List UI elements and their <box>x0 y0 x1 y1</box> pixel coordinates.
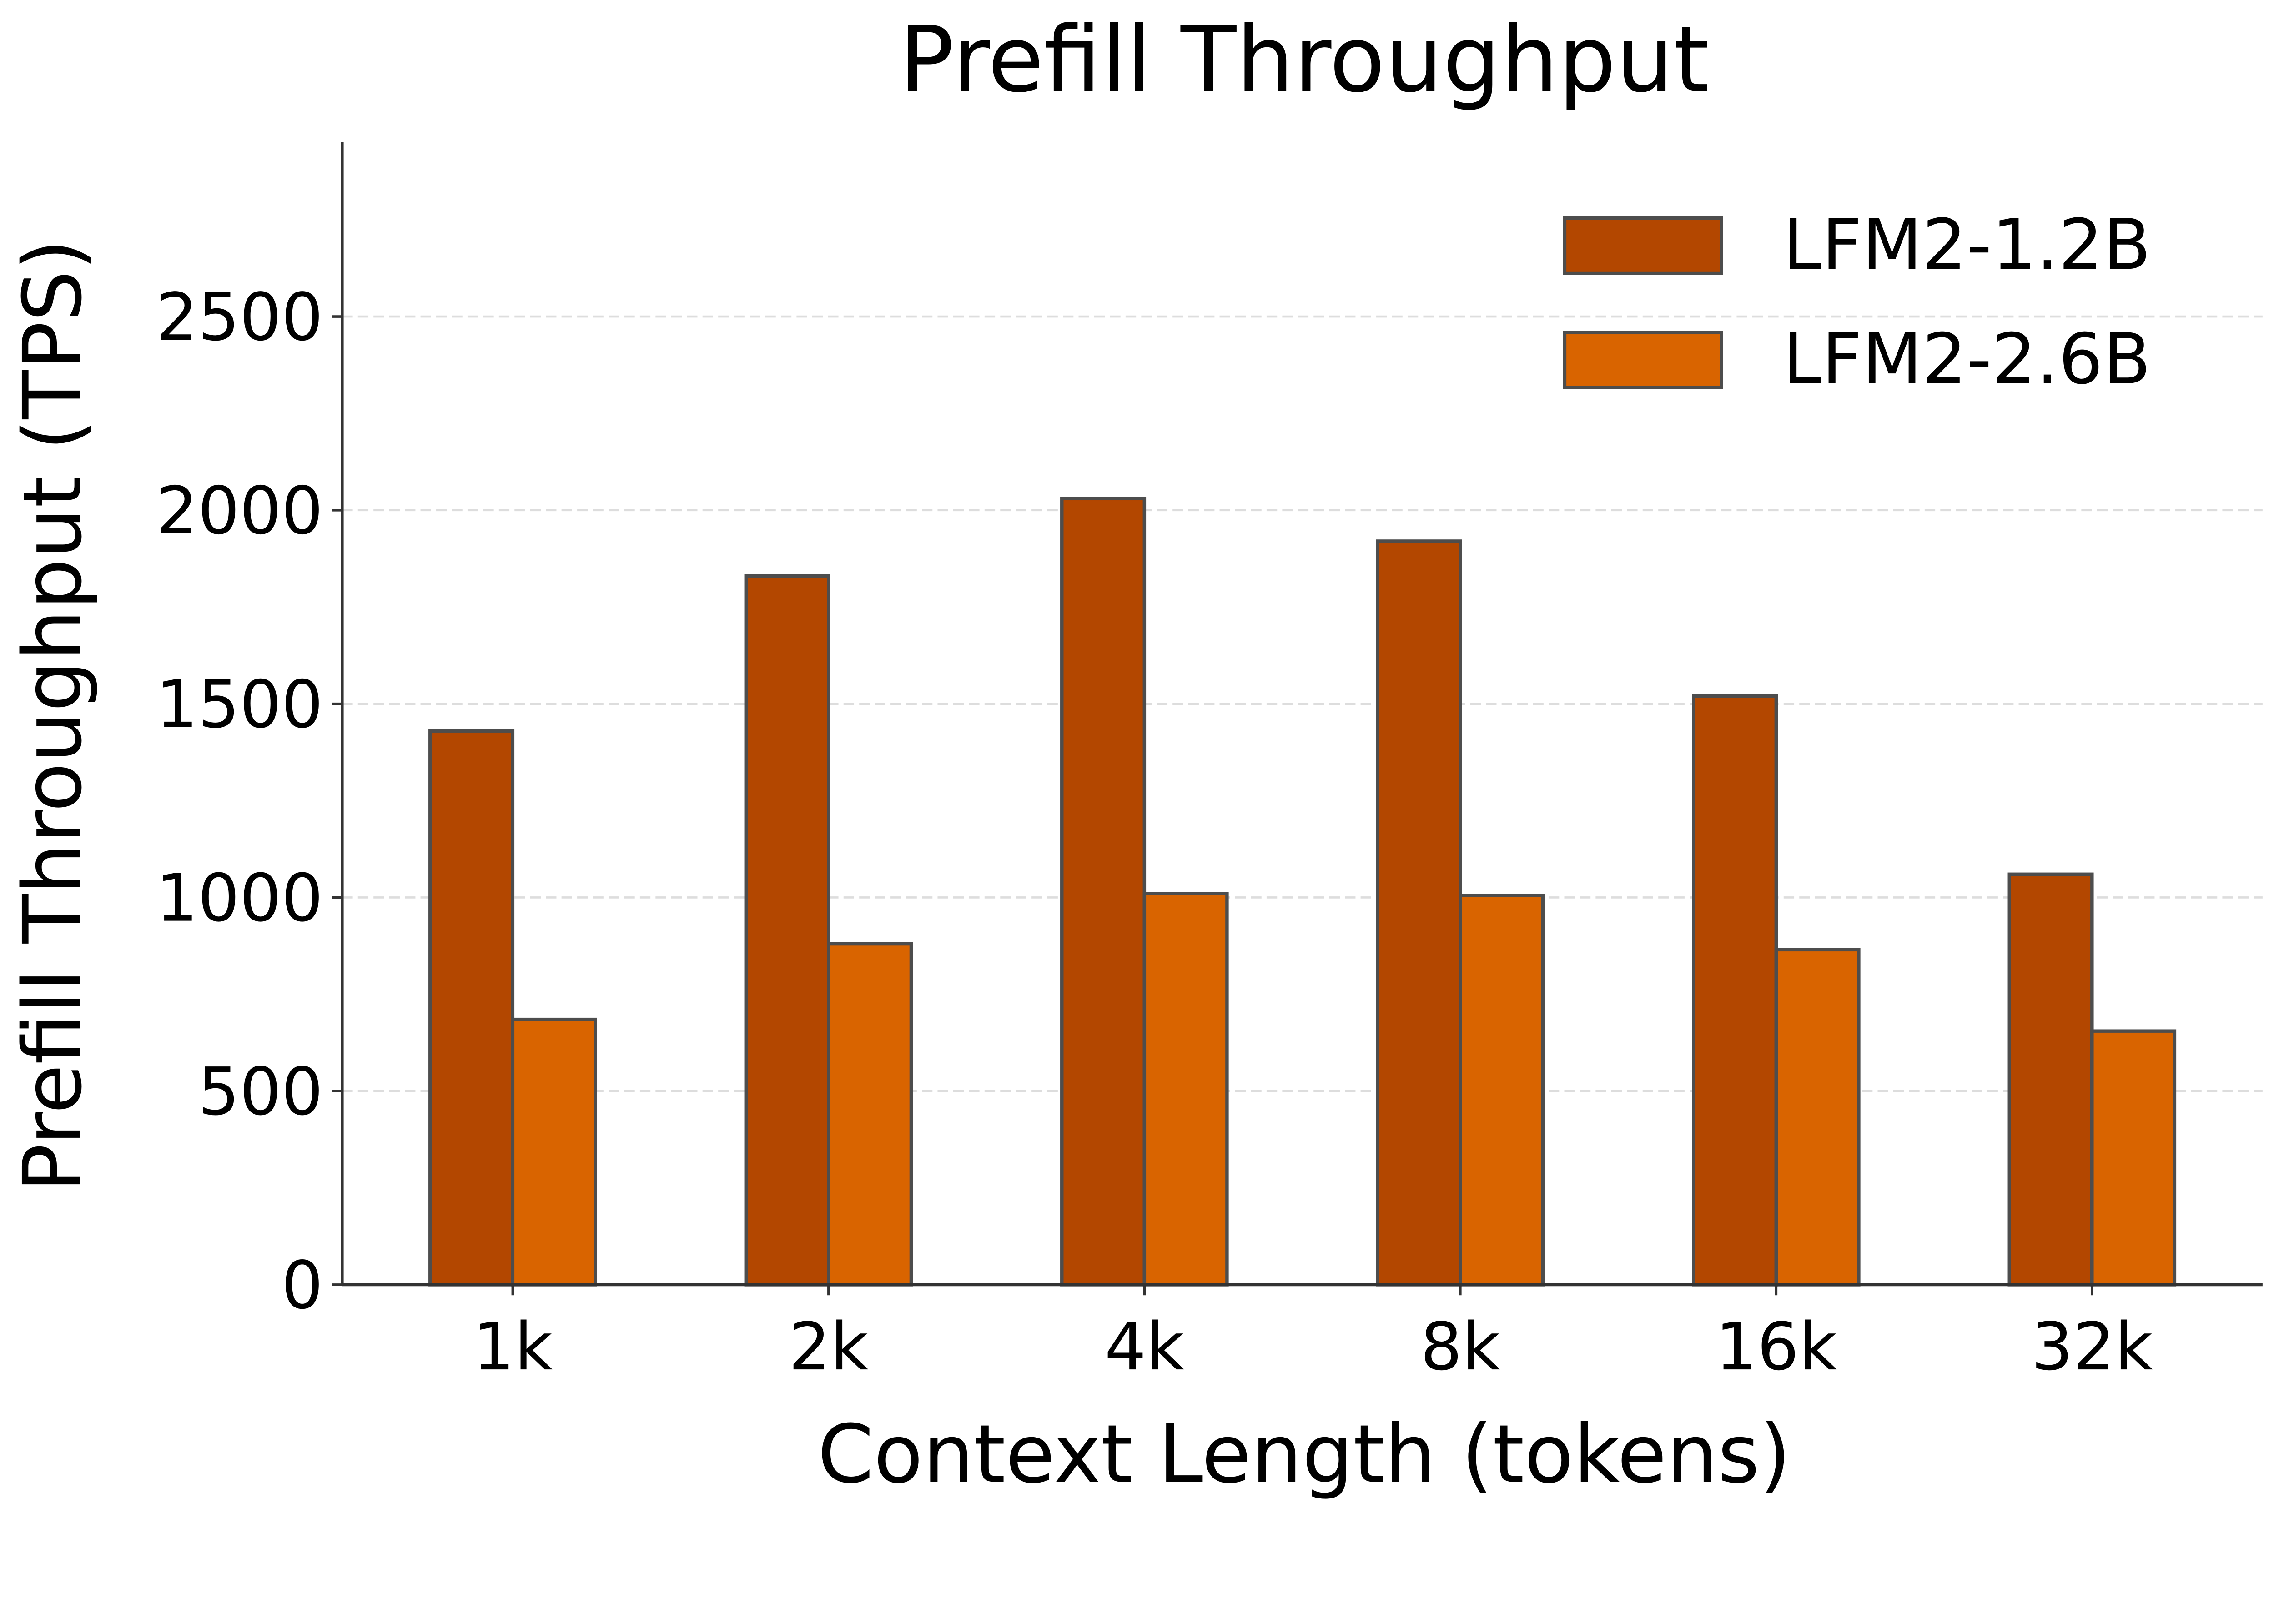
bar-lfm2-1.2b-2k <box>744 574 830 1287</box>
bar-lfm2-1.2b-1k <box>428 729 515 1287</box>
bar-lfm2-2.6b-32k <box>2090 1029 2177 1287</box>
legend-label: LFM2-2.6B <box>1783 319 2151 400</box>
y-tick-label: 1500 <box>156 667 323 743</box>
bar-lfm2-2.6b-1k <box>511 1017 597 1287</box>
y-tick-label: 2000 <box>156 473 323 549</box>
bar-lfm2-1.2b-16k <box>1692 694 1778 1287</box>
legend-label: LFM2-1.2B <box>1783 204 2151 286</box>
x-tick-label: 32k <box>2031 1309 2153 1385</box>
bar-chart: 0 500 1000 1500 2000 2500 1k 2k 4k 8k 16k 32k Prefi… <box>6 7 2263 1501</box>
bar-lfm2-2.6b-8k <box>1459 894 1545 1287</box>
x-tick-label: 1k <box>473 1309 553 1385</box>
x-tick-label: 2k <box>789 1309 869 1385</box>
chart-title: Prefill Throughput <box>899 7 1710 113</box>
y-axis-label: Prefill Throughput (TPS) <box>6 239 100 1192</box>
bar-lfm2-1.2b-8k <box>1376 539 1462 1287</box>
y-tick-label: 0 <box>282 1247 323 1324</box>
y-tick-label: 1000 <box>156 860 323 937</box>
axes: 0 500 1000 1500 2000 2500 1k 2k 4k 8k 16k 32k <box>156 142 2263 1385</box>
y-tick-label: 2500 <box>156 279 323 356</box>
bar-lfm2-2.6b-16k <box>1774 948 1861 1287</box>
legend: LFM2-1.2B LFM2-2.6B <box>1563 204 2151 400</box>
legend-swatch <box>1563 331 1723 389</box>
x-tick-label: 8k <box>1420 1309 1500 1385</box>
grid-lines <box>342 315 2263 1092</box>
y-tick-label: 500 <box>198 1054 323 1130</box>
x-axis-label: Context Length (tokens) <box>818 1408 1791 1501</box>
bar-lfm2-2.6b-2k <box>827 942 913 1287</box>
bar-lfm2-1.2b-4k <box>1060 497 1147 1287</box>
legend-swatch <box>1563 216 1723 275</box>
bars <box>428 497 2177 1287</box>
x-tick-label: 4k <box>1105 1309 1185 1385</box>
x-tick-label: 16k <box>1716 1309 1837 1385</box>
bar-lfm2-2.6b-4k <box>1142 892 1229 1287</box>
bar-lfm2-1.2b-32k <box>2007 872 2094 1287</box>
